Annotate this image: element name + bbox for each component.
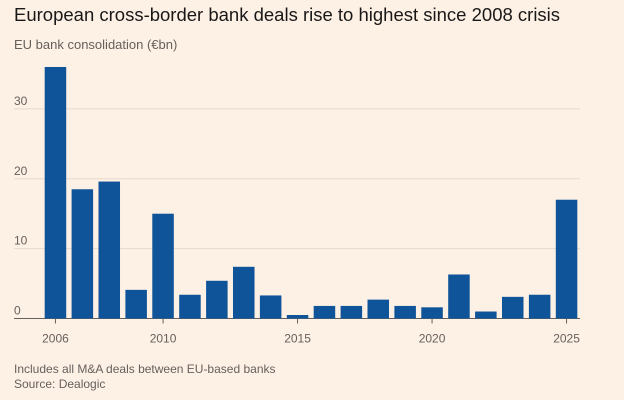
x-tick-label: 2010 [150, 332, 177, 346]
bar-2013 [232, 266, 255, 319]
chart-footnote: Includes all M&A deals between EU-based … [14, 362, 276, 376]
bar-2009 [125, 289, 147, 319]
chart-source: Source: Dealogic [14, 377, 106, 391]
bar-2014 [259, 295, 282, 319]
y-tick-label: 10 [14, 234, 28, 248]
x-tick-label: 2015 [284, 332, 311, 346]
bar-2007 [71, 189, 94, 319]
bar-2021 [448, 274, 470, 319]
bar-2008 [98, 181, 121, 319]
bar-2012 [206, 280, 228, 319]
bar-2022 [475, 311, 497, 319]
x-tick-label: 2006 [42, 332, 69, 346]
y-tick-label: 30 [14, 94, 28, 108]
bar-2020 [421, 307, 443, 319]
bar-2019 [394, 305, 416, 319]
chart-subtitle: EU bank consolidation (€bn) [14, 37, 178, 52]
y-tick-label: 0 [14, 304, 21, 318]
chart-title: European cross-border bank deals rise to… [14, 4, 561, 25]
bar-2006 [44, 66, 67, 319]
bar-2023 [501, 296, 524, 319]
bar-2016 [313, 305, 336, 319]
x-tick-label: 2020 [419, 332, 446, 346]
bar-2025 [555, 199, 578, 319]
bar-2018 [367, 299, 390, 319]
bar-2017 [340, 305, 363, 319]
bar-2024 [528, 294, 551, 319]
x-tick-label: 2025 [553, 332, 580, 346]
y-tick-label: 20 [14, 164, 28, 178]
bar-2015 [286, 315, 309, 319]
bar-2011 [179, 294, 201, 319]
bar-2010 [152, 213, 174, 319]
